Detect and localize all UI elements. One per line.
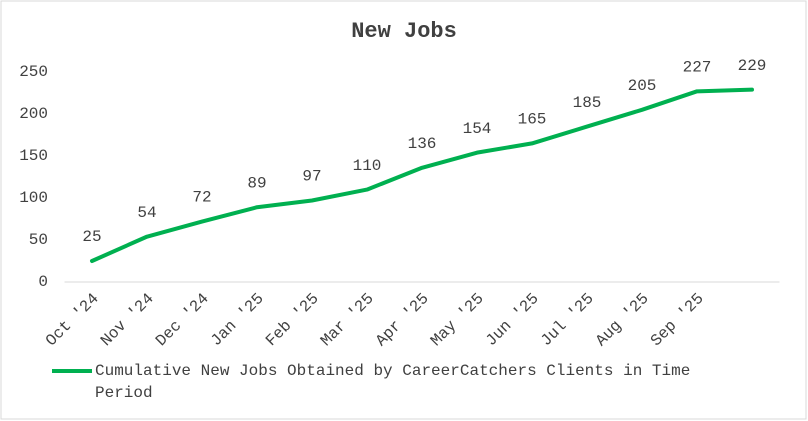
chart-title: New Jobs [351, 19, 457, 44]
data-label: 89 [247, 174, 266, 192]
y-tick-label: 0 [38, 273, 48, 291]
data-label: 136 [408, 135, 437, 153]
data-label: 165 [518, 111, 547, 129]
y-tick-label: 250 [19, 63, 48, 81]
y-tick-label: 150 [19, 147, 48, 165]
data-label: 97 [302, 168, 321, 186]
data-label: 154 [463, 120, 492, 138]
data-line [90, 87, 754, 263]
data-label: 25 [82, 228, 101, 246]
y-tick-label: 200 [19, 105, 48, 123]
data-label: 110 [353, 157, 382, 175]
data-label: 72 [192, 189, 211, 207]
data-label: 229 [738, 57, 767, 75]
data-label: 227 [683, 59, 712, 77]
y-tick-label: 100 [19, 189, 48, 207]
data-label: 205 [628, 77, 657, 95]
legend-label: Cumulative New Jobs Obtained by CareerCa… [95, 362, 691, 402]
y-tick-label: 50 [29, 231, 48, 249]
data-label: 185 [573, 94, 602, 112]
data-label: 54 [137, 204, 156, 222]
